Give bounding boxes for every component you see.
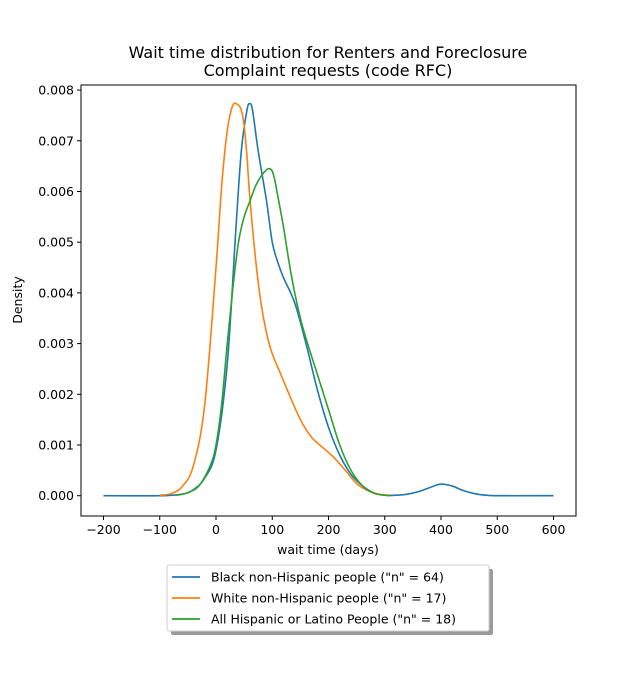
x-axis-label: wait time (days) bbox=[277, 542, 379, 557]
chart-title-line-1: Wait time distribution for Renters and F… bbox=[129, 43, 528, 62]
y-tick-label: 0.000 bbox=[38, 488, 74, 503]
series-line-2 bbox=[176, 167, 391, 497]
chart-title: Wait time distribution for Renters and F… bbox=[129, 43, 528, 80]
y-tick-label: 0.004 bbox=[38, 285, 74, 300]
y-tick-label: 0.002 bbox=[38, 387, 74, 402]
x-tick-label: −200 bbox=[86, 522, 120, 537]
plot-frame bbox=[80, 84, 577, 517]
y-tick-label: 0.005 bbox=[38, 235, 74, 250]
y-tick-label: 0.007 bbox=[38, 133, 74, 148]
legend: Black non-Hispanic people ("n" = 64) Whit… bbox=[166, 564, 493, 635]
series-line-0 bbox=[103, 102, 554, 497]
legend-box bbox=[166, 564, 490, 632]
series-line-1 bbox=[159, 102, 391, 497]
x-tick-label: 200 bbox=[317, 522, 341, 537]
series-lines bbox=[103, 102, 554, 497]
x-axis-ticks: −200 −100 0 100 200 300 400 500 600 bbox=[86, 516, 565, 537]
x-tick-label: 500 bbox=[485, 522, 509, 537]
legend-label-0: Black non-Hispanic people ("n" = 64) bbox=[211, 570, 444, 585]
legend-label-1: White non-Hispanic people ("n" = 17) bbox=[211, 591, 446, 606]
legend-label-2: All Hispanic or Latino People ("n" = 18) bbox=[211, 612, 456, 627]
y-tick-label: 0.003 bbox=[38, 336, 74, 351]
y-tick-label: 0.001 bbox=[38, 438, 74, 453]
chart-title-line-2: Complaint requests (code RFC) bbox=[204, 61, 453, 80]
y-axis-label: Density bbox=[10, 276, 25, 324]
y-tick-label: 0.008 bbox=[38, 83, 74, 98]
y-axis-ticks: 0.000 0.001 0.002 0.003 0.004 0.005 0.006 0.007… bbox=[38, 83, 81, 503]
x-tick-label: 0 bbox=[212, 522, 220, 537]
x-tick-label: 100 bbox=[260, 522, 284, 537]
x-tick-label: 600 bbox=[542, 522, 566, 537]
x-tick-label: −100 bbox=[143, 522, 177, 537]
x-tick-label: 400 bbox=[429, 522, 453, 537]
x-tick-label: 300 bbox=[373, 522, 397, 537]
y-tick-label: 0.006 bbox=[38, 184, 74, 199]
